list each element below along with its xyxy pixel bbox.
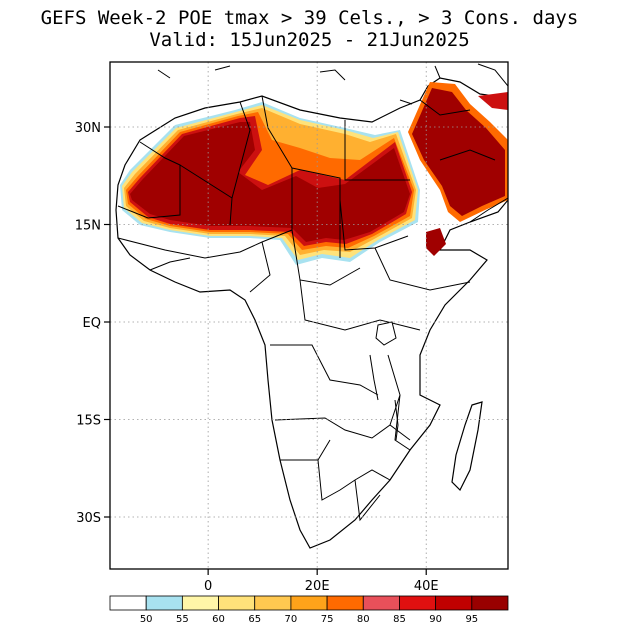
colorbar-label: 55: [176, 614, 189, 625]
colorbar-swatch: [399, 595, 437, 611]
colorbar-label: 65: [248, 614, 261, 625]
lake-victoria: [375, 321, 397, 346]
colorbar-swatch: [254, 595, 292, 611]
lon-tick-label: 20E: [305, 579, 330, 594]
lat-tick-label: 30N: [75, 121, 101, 136]
axis-labels: 30N 15N EQ 15S 30S 0 20E 40E: [75, 121, 439, 594]
colorbar-label: 60: [212, 614, 225, 625]
shade-iraq-90: [478, 92, 508, 110]
mediterranean-islands: [157, 63, 508, 105]
colorbar-swatch: [145, 595, 183, 611]
colorbar-swatch: [326, 595, 364, 611]
colorbar-label: 90: [429, 614, 442, 625]
lat-tick-label: EQ: [83, 316, 101, 331]
lat-tick-label: 30S: [76, 511, 101, 526]
colorbar-swatch: [362, 595, 400, 611]
colorbar-swatch: [218, 595, 256, 611]
graticule: [110, 62, 508, 569]
country-borders: [117, 95, 508, 522]
colorbar: 50 55 60 65 70 75 80 85 90 95: [109, 595, 509, 625]
shade-eritrea-95: [426, 228, 446, 256]
colorbar-swatch: [181, 595, 219, 611]
map-frame: [109, 61, 509, 570]
colorbar-label: 80: [357, 614, 370, 625]
madagascar-outline: [451, 401, 483, 492]
colorbar-swatch: [435, 595, 473, 611]
lat-tick-label: 15S: [76, 414, 101, 429]
lat-tick-label: 15N: [75, 219, 101, 234]
colorbar-swatch: [290, 595, 328, 611]
colorbar-label: 50: [140, 614, 153, 625]
colorbar-swatch: [109, 595, 147, 611]
colorbar-label: 95: [465, 614, 478, 625]
map-title-line2: Valid: 15Jun2025 - 21Jun2025: [149, 29, 470, 51]
colorbar-label: 75: [321, 614, 334, 625]
map-plot-area: [115, 63, 508, 549]
lake-malawi: [394, 399, 399, 441]
map-title-line1: GEFS Week-2 POE tmax > 39 Cels., > 3 Con…: [40, 7, 579, 29]
lon-tick-label: 40E: [414, 579, 439, 594]
lake-tanganyika: [369, 354, 379, 401]
colorbar-label: 85: [393, 614, 406, 625]
shade-arabia-95: [412, 88, 505, 216]
colorbar-label: 70: [285, 614, 298, 625]
colorbar-swatch: [471, 595, 509, 611]
lon-tick-label: 0: [204, 579, 212, 594]
